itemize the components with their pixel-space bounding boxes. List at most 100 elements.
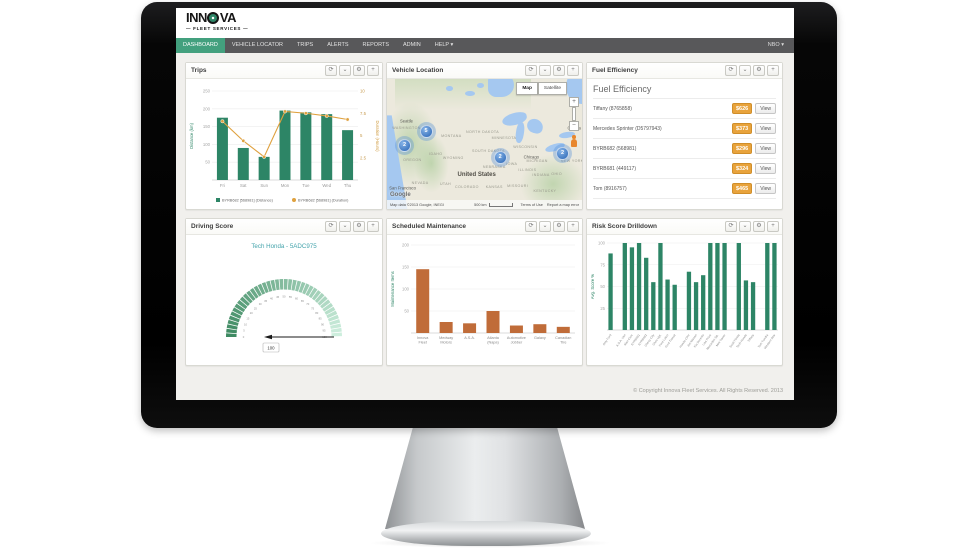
vehicle-location-map[interactable]: WASHINGTON MONTANA NORTH DAKOTA MINNESOTA SO… bbox=[387, 79, 582, 209]
svg-text:50: 50 bbox=[600, 284, 605, 289]
map-terrain bbox=[414, 133, 450, 194]
svg-text:90: 90 bbox=[321, 322, 324, 326]
svg-text:Fri: Fri bbox=[220, 183, 225, 188]
collapse-icon[interactable]: ⌄ bbox=[539, 221, 551, 232]
svg-text:85: 85 bbox=[319, 317, 322, 321]
view-button[interactable]: View bbox=[755, 123, 776, 134]
map-lake-michigan bbox=[514, 121, 525, 144]
panel-title-fuel-efficiency: Fuel Efficiency bbox=[592, 67, 638, 74]
panel-trips: Trips ⟳ ⌄ ⚙ + 50 100 150 200 250 2.5 5 7.5 10 Fri Sat… bbox=[185, 62, 383, 210]
svg-text:A.S.A.: A.S.A. bbox=[464, 336, 475, 340]
collapse-icon[interactable]: ⌄ bbox=[339, 221, 351, 232]
nav-item-trips[interactable]: TRIPS bbox=[297, 42, 314, 48]
nav-item-vehicle-locator[interactable]: VEHICLE LOCATOR bbox=[231, 42, 283, 48]
innova-logo: INN VA — FLEET SERVICES — bbox=[186, 11, 248, 32]
settings-icon[interactable]: ⚙ bbox=[553, 65, 565, 76]
collapse-icon[interactable]: ⌄ bbox=[339, 65, 351, 76]
svg-text:Lisa Prius: Lisa Prius bbox=[701, 333, 712, 346]
map-terrain bbox=[519, 154, 582, 209]
fuel-cost-badge: $324 bbox=[732, 163, 753, 174]
map-type-satellite-button[interactable]: Satellite bbox=[537, 82, 567, 95]
refresh-icon[interactable]: ⟳ bbox=[525, 221, 537, 232]
svg-text:Distance (km): Distance (km) bbox=[189, 122, 194, 148]
street-view-pegman-icon[interactable] bbox=[571, 135, 577, 147]
expand-icon[interactable]: + bbox=[767, 65, 779, 76]
svg-text:150: 150 bbox=[203, 124, 211, 129]
vehicle-cluster-marker[interactable]: 5 bbox=[419, 124, 433, 138]
svg-text:BYRB682: BYRB682 bbox=[637, 333, 648, 346]
map-lake-superior bbox=[501, 110, 529, 127]
view-button[interactable]: View bbox=[755, 103, 776, 114]
svg-text:15: 15 bbox=[246, 317, 249, 321]
map-city-label: San Francisco bbox=[389, 185, 416, 191]
svg-text:50: 50 bbox=[283, 295, 286, 299]
map-state-label: COLORADO bbox=[455, 184, 479, 189]
refresh-icon[interactable]: ⟳ bbox=[725, 221, 737, 232]
app-header: INN VA — FLEET SERVICES — bbox=[176, 8, 794, 38]
expand-icon[interactable]: + bbox=[767, 221, 779, 232]
svg-text:25: 25 bbox=[254, 306, 257, 310]
fuel-cost-badge: $626 bbox=[732, 103, 753, 114]
nav-item-alerts[interactable]: ALERTS bbox=[327, 42, 349, 48]
map-report-error-link[interactable]: Report a map error bbox=[546, 202, 579, 207]
svg-text:Tech Honda - 5ADC975: Tech Honda - 5ADC975 bbox=[251, 243, 317, 250]
map-type-map-button[interactable]: Map bbox=[516, 82, 538, 95]
refresh-icon[interactable]: ⟳ bbox=[325, 221, 337, 232]
panel-title-trips: Trips bbox=[191, 67, 207, 74]
settings-icon[interactable]: ⚙ bbox=[353, 65, 365, 76]
settings-icon[interactable]: ⚙ bbox=[753, 221, 765, 232]
settings-icon[interactable]: ⚙ bbox=[353, 221, 365, 232]
refresh-icon[interactable]: ⟳ bbox=[325, 65, 337, 76]
nav-item-reports[interactable]: REPORTS bbox=[362, 42, 390, 48]
view-button[interactable]: View bbox=[755, 163, 776, 174]
map-terms-link[interactable]: Terms of Use bbox=[520, 202, 543, 207]
refresh-icon[interactable]: ⟳ bbox=[725, 65, 737, 76]
svg-text:Mon: Mon bbox=[281, 183, 290, 188]
vehicle-cluster-marker[interactable]: 2 bbox=[556, 146, 569, 160]
svg-text:BYRB681: BYRB681 bbox=[630, 333, 641, 346]
refresh-icon[interactable]: ⟳ bbox=[525, 65, 537, 76]
map-state-label: MINNESOTA bbox=[491, 135, 517, 140]
nav-item-help[interactable]: HELP ▾ bbox=[434, 42, 454, 48]
map-state-label: KENTUCKY bbox=[533, 188, 557, 193]
user-menu[interactable]: NBO ▾ bbox=[767, 42, 784, 48]
svg-text:Motors: Motors bbox=[440, 341, 452, 345]
map-scale: 500 km bbox=[474, 202, 513, 207]
view-button[interactable]: View bbox=[755, 143, 776, 154]
svg-text:Sun: Sun bbox=[260, 183, 268, 188]
svg-text:95: 95 bbox=[323, 329, 326, 333]
svg-text:Thu: Thu bbox=[344, 183, 352, 188]
svg-text:60: 60 bbox=[295, 296, 298, 300]
settings-icon[interactable]: ⚙ bbox=[553, 221, 565, 232]
expand-icon[interactable]: + bbox=[367, 65, 379, 76]
dashboard-screen: INN VA — FLEET SERVICES — DASHBOARD VEHI… bbox=[176, 8, 794, 400]
nav-item-admin[interactable]: ADMIN bbox=[403, 42, 421, 48]
expand-icon[interactable]: + bbox=[367, 221, 379, 232]
svg-text:30: 30 bbox=[259, 302, 262, 306]
collapse-icon[interactable]: ⌄ bbox=[739, 221, 751, 232]
map-zoom-in-button[interactable]: + bbox=[569, 97, 579, 107]
map-state-label: UTAH bbox=[439, 182, 452, 187]
panel-driving-score: Driving Score ⟳ ⌄ ⚙ + Tech Honda - 5ADC975 0… bbox=[185, 218, 383, 366]
collapse-icon[interactable]: ⌄ bbox=[739, 65, 751, 76]
fuel-row: Mercedes Sprinter (D5797943) $373 View bbox=[593, 119, 776, 139]
svg-text:25: 25 bbox=[600, 306, 605, 311]
svg-text:150: 150 bbox=[402, 265, 410, 270]
collapse-icon[interactable]: ⌄ bbox=[539, 65, 551, 76]
view-button[interactable]: View bbox=[755, 183, 776, 194]
map-zoom-slider[interactable] bbox=[572, 107, 576, 121]
vehicle-cluster-marker[interactable]: 2 bbox=[493, 150, 507, 164]
map-water bbox=[476, 82, 484, 89]
map-zoom-out-button[interactable]: − bbox=[569, 121, 579, 131]
vehicle-cluster-marker[interactable]: 2 bbox=[398, 138, 412, 152]
expand-icon[interactable]: + bbox=[567, 65, 579, 76]
svg-text:45: 45 bbox=[276, 295, 279, 299]
svg-text:100: 100 bbox=[267, 346, 275, 351]
google-logo: Google bbox=[390, 192, 411, 198]
svg-text:A.S.A. Van: A.S.A. Van bbox=[615, 333, 627, 347]
settings-icon[interactable]: ⚙ bbox=[753, 65, 765, 76]
expand-icon[interactable]: + bbox=[567, 221, 579, 232]
fuel-cost-badge: $373 bbox=[732, 123, 753, 134]
nav-item-dashboard[interactable]: DASHBOARD bbox=[176, 38, 225, 53]
